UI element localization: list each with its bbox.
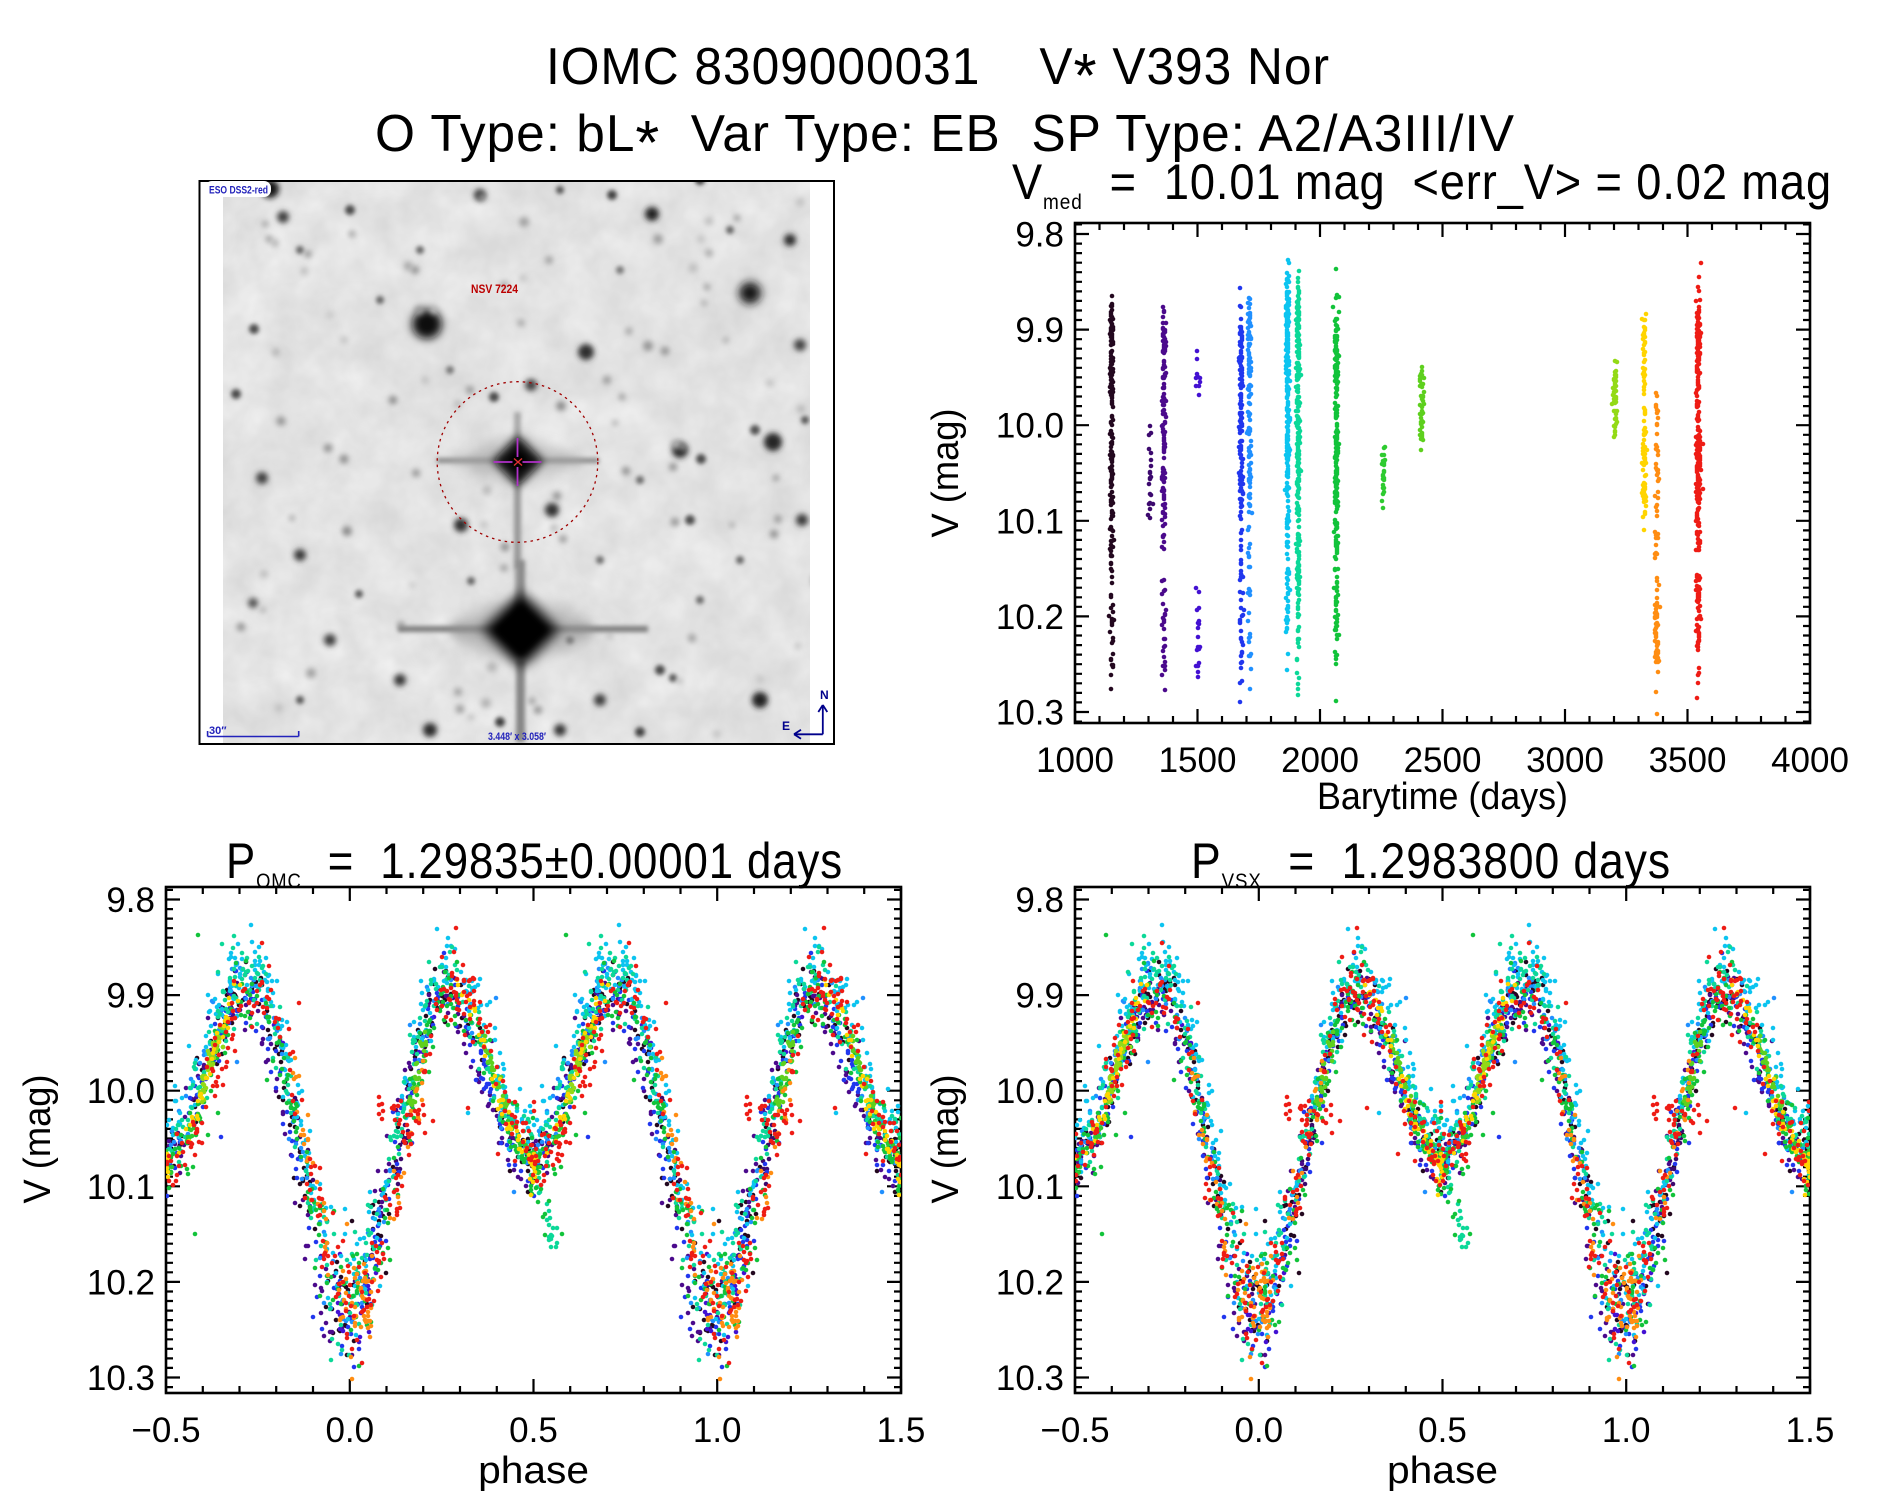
svg-text:10.1: 10.1 bbox=[996, 1168, 1064, 1207]
svg-text:10.2: 10.2 bbox=[87, 1263, 155, 1302]
svg-text:10.1: 10.1 bbox=[996, 502, 1064, 541]
svg-text:1.5: 1.5 bbox=[877, 1411, 926, 1450]
svg-text:phase: phase bbox=[1387, 1450, 1498, 1492]
svg-text:Barytime (days): Barytime (days) bbox=[1317, 776, 1568, 818]
svg-text:9.9: 9.9 bbox=[1015, 977, 1064, 1016]
svg-text:10.3: 10.3 bbox=[87, 1359, 155, 1398]
svg-text:Vmed = 10.01 mag <err_V> =: Vmed = 10.01 mag <err_V> = 0.02 mag bbox=[1012, 154, 1832, 214]
svg-text:phase: phase bbox=[478, 1450, 589, 1492]
svg-text:1.0: 1.0 bbox=[693, 1411, 742, 1450]
svg-text:2000: 2000 bbox=[1281, 741, 1359, 780]
svg-text:9.8: 9.8 bbox=[1015, 216, 1064, 255]
svg-text:1.0: 1.0 bbox=[1602, 1411, 1651, 1450]
svg-text:9.8: 9.8 bbox=[1015, 881, 1064, 920]
svg-text:9.8: 9.8 bbox=[106, 881, 155, 920]
svg-text:0.0: 0.0 bbox=[1234, 1411, 1283, 1450]
svg-text:0.5: 0.5 bbox=[509, 1411, 558, 1450]
svg-text:9.9: 9.9 bbox=[106, 977, 155, 1016]
svg-text:10.0: 10.0 bbox=[996, 407, 1064, 446]
svg-text:10.3: 10.3 bbox=[996, 1359, 1064, 1398]
svg-text:10.0: 10.0 bbox=[87, 1072, 155, 1111]
svg-text:10.1: 10.1 bbox=[87, 1168, 155, 1207]
svg-text:V (mag): V (mag) bbox=[925, 409, 967, 538]
svg-text:N: N bbox=[820, 688, 829, 702]
svg-text:−0.5: −0.5 bbox=[131, 1411, 200, 1450]
svg-text:V (mag): V (mag) bbox=[17, 1075, 59, 1204]
svg-text:3500: 3500 bbox=[1649, 741, 1727, 780]
svg-text:30″: 30″ bbox=[209, 725, 227, 737]
svg-text:1.5: 1.5 bbox=[1786, 1411, 1835, 1450]
svg-text:2500: 2500 bbox=[1404, 741, 1482, 780]
svg-text:3000: 3000 bbox=[1526, 741, 1604, 780]
svg-text:PVSX = 1.2983800 days: PVSX = 1.2983800 days bbox=[1191, 833, 1671, 893]
svg-text:−0.5: −0.5 bbox=[1040, 1411, 1109, 1450]
svg-text:9.9: 9.9 bbox=[1015, 311, 1064, 350]
svg-text:NSV 7224: NSV 7224 bbox=[471, 282, 518, 296]
svg-text:10.0: 10.0 bbox=[996, 1072, 1064, 1111]
svg-text:10.3: 10.3 bbox=[996, 694, 1064, 733]
svg-text:4000: 4000 bbox=[1771, 741, 1849, 780]
svg-text:V (mag): V (mag) bbox=[925, 1075, 967, 1204]
svg-text:0.5: 0.5 bbox=[1418, 1411, 1467, 1450]
svg-text:1500: 1500 bbox=[1159, 741, 1237, 780]
svg-text:10.2: 10.2 bbox=[996, 1263, 1064, 1302]
svg-text:POMC = 1.29835±0.00001 days: POMC = 1.29835±0.00001 days bbox=[226, 833, 843, 893]
svg-text:E: E bbox=[782, 719, 790, 733]
svg-text:1000: 1000 bbox=[1036, 741, 1114, 780]
svg-text:3.448′ x 3.058′: 3.448′ x 3.058′ bbox=[488, 731, 546, 743]
svg-text:0.0: 0.0 bbox=[325, 1411, 374, 1450]
svg-text:ESO DSS2-red: ESO DSS2-red bbox=[209, 185, 268, 197]
svg-text:10.2: 10.2 bbox=[996, 598, 1064, 637]
